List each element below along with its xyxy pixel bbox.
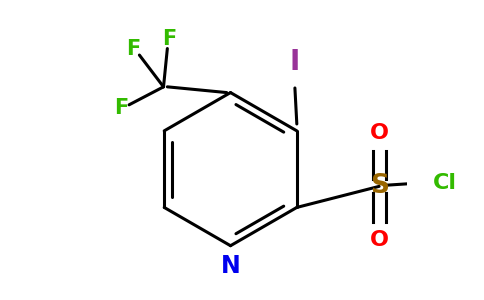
Text: S: S: [370, 173, 389, 200]
Text: F: F: [126, 38, 140, 58]
Text: N: N: [221, 254, 241, 278]
Text: F: F: [162, 29, 176, 49]
Text: I: I: [290, 49, 300, 76]
Text: O: O: [370, 123, 389, 143]
Text: Cl: Cl: [433, 172, 457, 193]
Text: F: F: [114, 98, 129, 118]
Text: O: O: [370, 230, 389, 250]
